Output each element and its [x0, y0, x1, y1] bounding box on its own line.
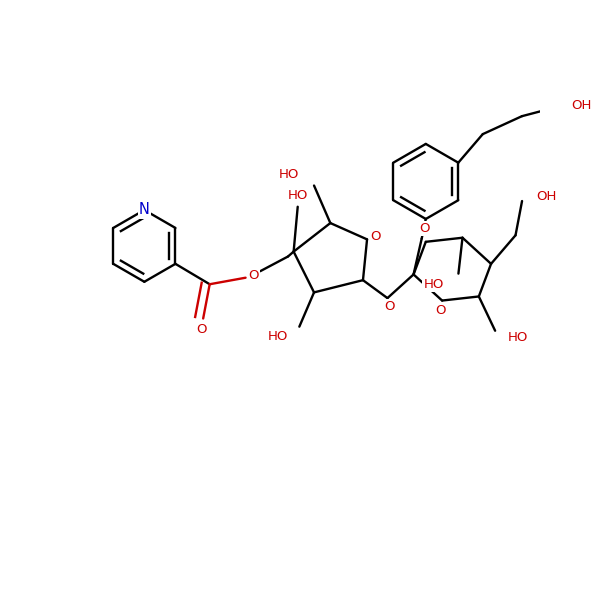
Text: HO: HO: [287, 189, 308, 202]
Text: HO: HO: [508, 331, 529, 344]
Text: O: O: [370, 230, 380, 244]
Text: O: O: [385, 300, 395, 313]
Text: HO: HO: [268, 330, 288, 343]
Text: OH: OH: [537, 190, 557, 203]
Text: O: O: [435, 304, 446, 317]
Text: O: O: [248, 269, 259, 282]
Text: HO: HO: [279, 169, 299, 181]
Text: HO: HO: [424, 278, 444, 291]
Text: O: O: [196, 323, 207, 335]
Text: N: N: [139, 202, 150, 217]
Text: OH: OH: [571, 99, 591, 112]
Text: O: O: [419, 222, 430, 235]
